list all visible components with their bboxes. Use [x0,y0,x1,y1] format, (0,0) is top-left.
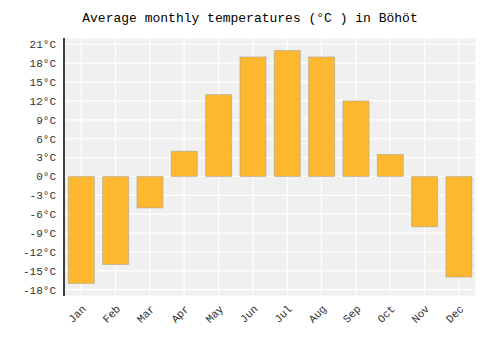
svg-text:May: May [204,303,227,326]
svg-text:Apr: Apr [169,303,191,325]
svg-text:-6°C: -6°C [30,209,57,221]
svg-text:21°C: 21°C [30,39,57,51]
svg-text:-3°C: -3°C [30,190,57,202]
svg-text:Feb: Feb [101,303,123,325]
svg-text:Jul: Jul [272,303,294,325]
svg-text:-15°C: -15°C [23,266,56,278]
svg-text:Sep: Sep [341,303,363,325]
svg-text:Mar: Mar [135,303,157,325]
svg-text:9°C: 9°C [36,115,56,127]
svg-text:-9°C: -9°C [30,228,57,240]
svg-text:Nov: Nov [410,303,433,326]
svg-text:12°C: 12°C [30,96,57,108]
svg-text:18°C: 18°C [30,58,57,70]
svg-text:Jan: Jan [66,303,88,325]
svg-text:Oct: Oct [375,303,397,325]
svg-text:3°C: 3°C [36,152,56,164]
svg-text:Jun: Jun [238,303,260,325]
svg-text:Aug: Aug [307,303,329,325]
svg-text:-18°C: -18°C [23,285,56,297]
svg-text:-12°C: -12°C [23,247,56,259]
svg-text:15°C: 15°C [30,77,57,89]
svg-text:0°C: 0°C [36,171,56,183]
svg-text:Dec: Dec [444,303,466,325]
html-text:Average monthly temperatures (: Average monthly temperatures (°C ) in Bö… [82,11,418,26]
svg-text:6°C: 6°C [36,134,56,146]
